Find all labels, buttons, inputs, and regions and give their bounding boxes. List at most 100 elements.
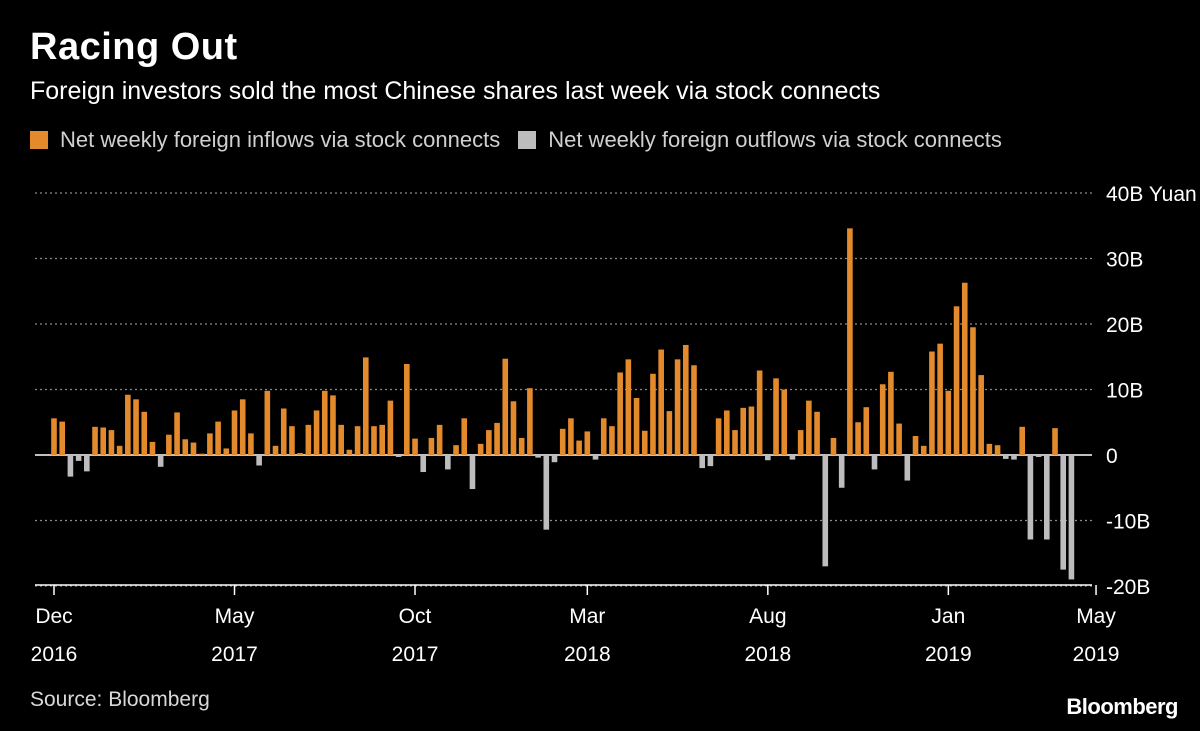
bar-outflow <box>535 455 541 458</box>
x-tick-year-label: 2018 <box>744 643 791 666</box>
y-tick-label: 0 <box>1106 445 1118 468</box>
bar-inflow <box>494 422 500 455</box>
bar-outflow <box>904 455 911 481</box>
legend-label-inflows: Net weekly foreign inflows via stock con… <box>60 127 501 152</box>
x-tick-month-label: May <box>215 605 255 628</box>
bar-inflow <box>182 439 189 455</box>
bar-outflow <box>84 455 90 472</box>
bar-inflow <box>986 443 993 455</box>
bar-inflow <box>584 431 591 455</box>
bar-inflow <box>806 400 812 455</box>
bar-outflow <box>871 455 878 470</box>
bar-inflow <box>198 453 205 455</box>
bar-inflow <box>116 445 123 455</box>
bar-inflow <box>920 445 927 455</box>
legend-label-outflows: Net weekly foreign outflows via stock co… <box>548 127 1002 152</box>
bar-inflow <box>625 359 632 455</box>
bar-inflow <box>961 282 968 455</box>
bar-inflow <box>715 418 722 455</box>
bar-inflow <box>280 408 287 455</box>
bar-inflow <box>510 401 517 455</box>
bar-inflow <box>633 398 640 455</box>
y-tick-label: -10B <box>1106 511 1150 534</box>
bar-inflow <box>650 373 656 455</box>
bar-outflow <box>765 455 771 461</box>
x-tick-year-label: 2017 <box>392 643 439 666</box>
bar-outflow <box>157 455 164 467</box>
bar-inflow <box>855 422 861 455</box>
bar-inflow <box>970 327 976 455</box>
bar-inflow <box>387 400 394 455</box>
bar-outflow <box>1027 455 1034 540</box>
bar-outflow <box>838 455 845 488</box>
bar-outflow <box>699 455 705 469</box>
bar-inflow <box>518 437 525 455</box>
bar-outflow <box>707 455 714 467</box>
bar-outflow <box>822 455 829 567</box>
bar-outflow <box>420 455 427 473</box>
x-tick-month-label: Oct <box>399 605 432 628</box>
bar-inflow <box>994 445 1001 455</box>
bar-inflow <box>937 343 943 455</box>
legend: Net weekly foreign inflows via stock con… <box>30 127 1020 153</box>
bar-inflow <box>461 418 468 455</box>
bar-inflow <box>51 418 57 455</box>
bar-inflow <box>412 438 418 455</box>
bar-outflow <box>75 455 82 461</box>
x-tick-month-label: Mar <box>569 605 605 628</box>
bar-inflow <box>223 448 230 455</box>
bar-inflow <box>100 427 107 455</box>
x-tick-month-label: Dec <box>35 605 72 628</box>
bar-inflow <box>149 441 156 455</box>
bar-inflow <box>814 411 820 455</box>
bar-inflow <box>732 430 738 455</box>
bloomberg-logo: Bloomberg <box>1066 694 1178 719</box>
chart-title: Racing Out <box>30 26 238 68</box>
bar-inflow <box>609 426 615 455</box>
bar-inflow <box>330 395 336 455</box>
x-tick-year-label: 2019 <box>925 643 972 666</box>
bar-inflow <box>945 390 952 455</box>
bar-inflow <box>724 410 730 455</box>
y-tick-label: 10B <box>1106 380 1143 403</box>
bar-inflow <box>239 399 246 455</box>
bar-inflow <box>863 407 870 455</box>
bar-inflow <box>559 428 566 455</box>
bar-inflow <box>781 389 788 455</box>
bar-inflow <box>289 426 295 455</box>
y-tick-label: 20B <box>1106 314 1143 337</box>
bar-inflow <box>59 421 66 455</box>
source-note: Source: Bloomberg <box>30 688 210 711</box>
bar-inflow <box>379 424 385 455</box>
bar-inflow <box>756 370 763 455</box>
bar-inflow <box>773 378 779 455</box>
bar-inflow <box>978 375 984 455</box>
x-tick-year-label: 2016 <box>31 643 78 666</box>
bar-inflow <box>830 437 837 455</box>
y-tick-label: 30B <box>1106 249 1143 272</box>
legend-item-outflows: Net weekly foreign outflows via stock co… <box>518 127 1002 153</box>
bar-inflow <box>207 433 213 455</box>
x-tick-year-label: 2019 <box>1073 643 1120 666</box>
bar-inflow <box>740 407 747 455</box>
x-tick-month-label: May <box>1076 605 1116 628</box>
bar-outflow <box>1044 455 1050 540</box>
bar-outflow <box>1068 455 1075 580</box>
bar-inflow <box>92 426 98 455</box>
bar-inflow <box>691 365 697 455</box>
bar-outflow <box>445 455 451 470</box>
bar-inflow <box>888 371 894 455</box>
bar-inflow <box>231 410 238 455</box>
bar-inflow <box>362 357 369 455</box>
bar-inflow <box>428 437 435 455</box>
bar-outflow <box>789 455 796 460</box>
bar-inflow <box>929 351 935 455</box>
bar-inflow <box>666 411 673 455</box>
bar-inflow <box>453 445 459 455</box>
bar-inflow <box>568 418 574 455</box>
x-tick-month-label: Jan <box>931 605 965 628</box>
legend-swatch-inflows <box>30 131 48 149</box>
bar-inflow <box>141 411 148 455</box>
bar-outflow <box>256 455 262 466</box>
